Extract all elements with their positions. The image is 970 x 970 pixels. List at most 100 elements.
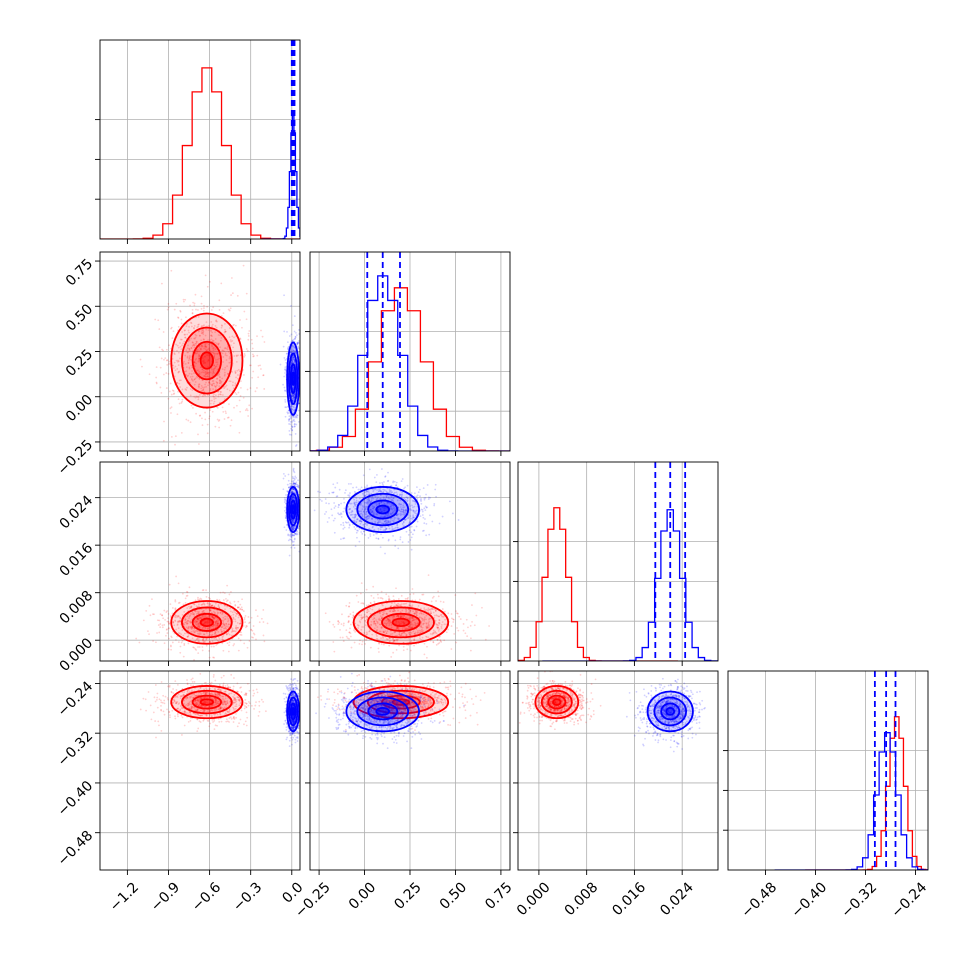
sample-point (393, 610, 395, 613)
sample-point (145, 609, 148, 612)
sample-point (244, 615, 247, 617)
sample-point (232, 630, 235, 633)
sample-point (392, 608, 395, 611)
sample-point (402, 631, 405, 634)
sample-point (292, 394, 295, 397)
sample-point (332, 623, 335, 626)
sample-point (301, 504, 303, 506)
sample-point (353, 498, 356, 501)
sample-point (293, 361, 296, 363)
sample-point (286, 405, 289, 408)
sample-point (190, 626, 193, 629)
sample-point (207, 384, 210, 387)
sample-point (190, 373, 193, 375)
sample-point (290, 533, 292, 535)
sample-point (198, 334, 201, 337)
sample-point (291, 528, 294, 531)
sample-point (159, 623, 162, 625)
sample-point (193, 646, 196, 649)
sample-point (223, 387, 226, 390)
sample-point (210, 604, 212, 607)
sample-point (291, 525, 294, 528)
sample-point (238, 431, 241, 434)
sample-point (237, 637, 240, 640)
sample-point (179, 617, 182, 620)
sample-point (190, 404, 193, 407)
sample-point (292, 521, 295, 524)
sample-point (340, 538, 342, 541)
sample-point (234, 604, 237, 607)
sample-point (453, 633, 456, 635)
sample-point (358, 527, 361, 530)
sample-point (363, 523, 366, 526)
sample-point (236, 622, 239, 624)
sample-point (198, 385, 200, 387)
sample-point (212, 617, 215, 620)
sample-point (386, 617, 389, 620)
sample-point (291, 520, 294, 522)
sample-point (212, 349, 215, 351)
sample-point (196, 638, 199, 640)
sample-point (207, 329, 210, 332)
sample-point (295, 415, 298, 418)
sample-point (439, 614, 442, 617)
sample-point (284, 506, 287, 509)
sample-point (198, 345, 201, 348)
sample-point (407, 516, 410, 519)
sample-point (223, 371, 226, 374)
sample-point (291, 350, 294, 353)
sample-point (178, 379, 181, 382)
sample-point (205, 354, 208, 357)
sample-point (409, 520, 411, 523)
sample-point (408, 626, 411, 628)
sample-point (407, 617, 409, 620)
sample-point (151, 598, 153, 600)
sample-point (396, 604, 399, 607)
sample-point (235, 360, 238, 363)
sample-point (393, 609, 396, 612)
sample-point (399, 604, 402, 607)
sample-point (415, 525, 418, 528)
sample-point (349, 502, 352, 505)
sample-point (415, 509, 418, 512)
sample-point (283, 375, 286, 378)
panel-3-2 (513, 671, 718, 875)
sample-point (363, 530, 365, 533)
sample-point (287, 479, 290, 482)
sample-point (416, 630, 419, 632)
sample-point (171, 607, 174, 609)
sample-point (229, 339, 232, 341)
sample-point (211, 380, 214, 383)
sample-point (292, 521, 294, 523)
sample-point (245, 292, 248, 295)
contour-level (289, 363, 297, 395)
sample-point (239, 639, 242, 642)
sample-point (331, 514, 334, 517)
sample-point (383, 612, 385, 615)
sample-point (221, 352, 224, 355)
sample-point (435, 600, 437, 602)
sample-point (223, 630, 225, 632)
sample-point (354, 622, 357, 625)
sample-point (456, 612, 459, 615)
sample-point (361, 640, 364, 643)
sample-point (194, 333, 197, 336)
sample-point (204, 361, 207, 364)
sample-point (208, 415, 211, 418)
sample-point (431, 596, 434, 599)
sample-point (162, 439, 165, 442)
sample-point (387, 539, 390, 542)
sample-point (198, 394, 201, 396)
sample-point (198, 619, 201, 622)
sample-point (393, 631, 396, 634)
sample-point (408, 604, 411, 606)
sample-point (297, 491, 300, 493)
sample-point (295, 413, 298, 416)
panel-0-0 (95, 40, 300, 244)
sample-point (296, 414, 299, 417)
sample-point (413, 612, 416, 615)
sample-point (233, 630, 236, 632)
sample-point (169, 615, 172, 617)
sample-point (464, 632, 467, 635)
sample-point (396, 604, 399, 607)
